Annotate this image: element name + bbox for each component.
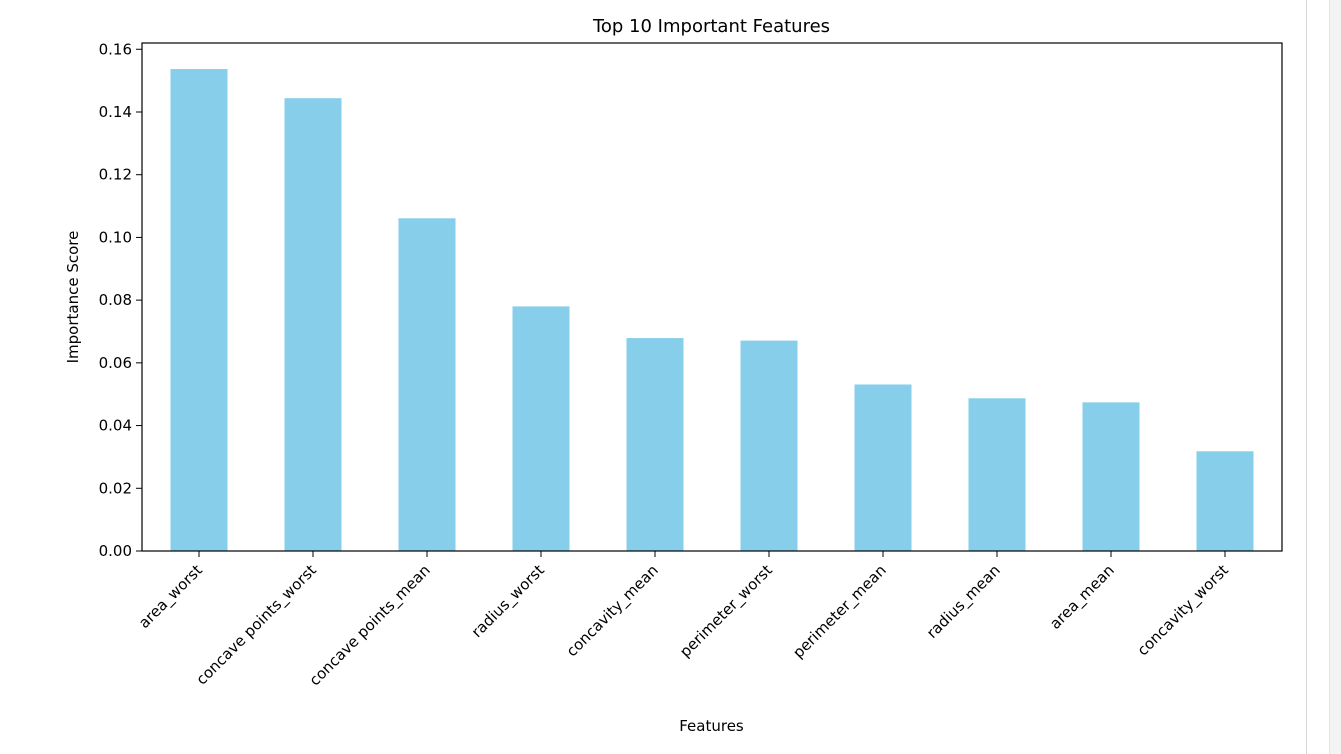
y-tick-label: 0.00	[99, 542, 132, 560]
bar-concave-points-mean	[398, 218, 456, 552]
y-axis-label: Importance Score	[64, 231, 82, 364]
bar-radius-worst	[512, 306, 570, 551]
y-tick-label: 0.16	[99, 40, 132, 58]
bar-concavity-mean	[626, 338, 684, 551]
x-axis-label: Features	[679, 717, 744, 735]
bar-concavity-worst	[1196, 451, 1254, 551]
scrollbar[interactable]	[1329, 0, 1341, 754]
y-tick-label: 0.02	[99, 479, 132, 497]
y-tick-label: 0.04	[99, 417, 132, 435]
bar-area-worst	[170, 69, 228, 551]
x-tick-label: concavity_mean	[563, 561, 663, 661]
bar-perimeter-worst	[740, 340, 798, 551]
bar-radius-mean	[968, 398, 1026, 551]
x-tick-label: area_worst	[135, 561, 207, 633]
x-tick-label: concave points_worst	[192, 561, 320, 689]
x-tick-label: radius_worst	[468, 561, 549, 642]
bar-perimeter-mean	[854, 384, 912, 551]
plot-frame	[141, 42, 1283, 552]
y-axis: 0.00 0.02 0.04 0.06 0.08 0.10 0.12 0.14 0.16	[99, 40, 142, 560]
x-tick-label: area_mean	[1046, 561, 1118, 633]
bars-group	[170, 69, 1254, 552]
x-tick-label: concave points_mean	[306, 561, 435, 690]
y-tick-label: 0.08	[99, 291, 132, 309]
chart-title: Top 10 Important Features	[592, 16, 830, 37]
x-tick-label: radius_mean	[923, 561, 1005, 643]
cell-divider	[1306, 0, 1307, 754]
x-tick-label: concavity_worst	[1134, 561, 1233, 660]
y-tick-label: 0.14	[99, 103, 132, 121]
x-tick-label: perimeter_mean	[789, 561, 890, 662]
y-tick-label: 0.12	[99, 166, 132, 184]
x-tick-label: perimeter_worst	[676, 561, 777, 662]
bar-area-mean	[1082, 402, 1140, 551]
bar-concave-points-worst	[284, 98, 342, 551]
y-tick-label: 0.10	[99, 228, 132, 246]
y-tick-label: 0.06	[99, 354, 132, 372]
